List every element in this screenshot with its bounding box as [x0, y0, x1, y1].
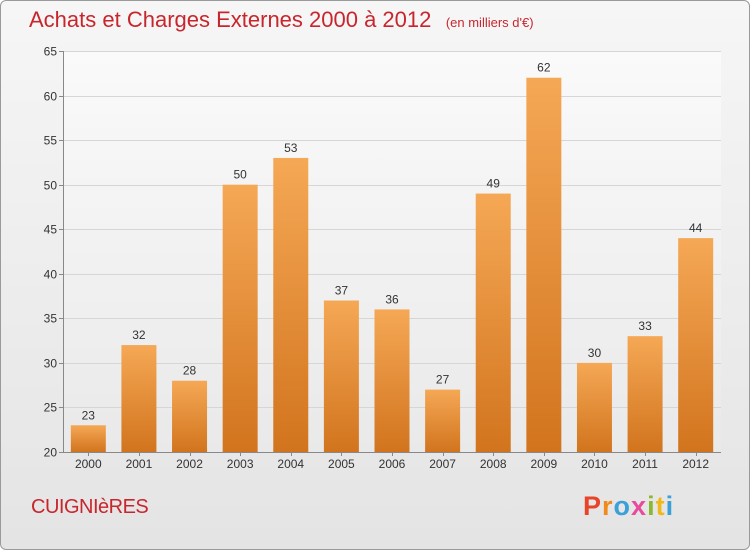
x-tick-label-2009: 2009 [530, 457, 557, 471]
data-label-2003: 50 [233, 168, 247, 182]
bars [70, 77, 714, 453]
y-tick-label: 50 [44, 179, 58, 193]
y-tick-label: 60 [44, 90, 58, 104]
y-axis: 20 25 30 35 40 45 50 55 60 65 [44, 45, 63, 460]
bar-2005 [323, 300, 359, 452]
y-tick-label: 40 [44, 268, 58, 282]
logo-letter: P [583, 491, 603, 521]
bar-2004 [273, 157, 309, 452]
x-tick-label-2005: 2005 [328, 457, 355, 471]
bar-2000 [70, 425, 106, 452]
y-tick-label: 55 [44, 134, 58, 148]
x-tick-label-2012: 2012 [682, 457, 709, 471]
x-tick-label-2006: 2006 [379, 457, 406, 471]
bar-2008 [475, 193, 511, 453]
data-label-2005: 37 [335, 284, 349, 298]
y-tick-label: 25 [44, 401, 58, 415]
logo-letter: o [613, 491, 632, 521]
chart-title: Achats et Charges Externes 2000 à 2012 [29, 7, 432, 32]
x-tick-label-2004: 2004 [277, 457, 304, 471]
logo-letter: t [655, 491, 666, 521]
bar-2007 [425, 389, 461, 452]
data-label-2006: 36 [385, 292, 399, 306]
bar-2001 [121, 345, 157, 452]
logo-letter: i [647, 491, 656, 521]
y-tick-label: 45 [44, 223, 58, 237]
data-label-2001: 32 [132, 328, 146, 342]
bar-2012 [678, 238, 714, 452]
bar-2003 [222, 184, 258, 452]
data-label-2008: 49 [487, 177, 501, 191]
x-tick-label-2002: 2002 [176, 457, 203, 471]
bar-2011 [627, 336, 663, 452]
x-tick-label-2003: 2003 [227, 457, 254, 471]
data-label-2000: 23 [82, 408, 96, 422]
data-label-2010: 30 [588, 346, 602, 360]
data-label-2002: 28 [183, 364, 197, 378]
y-tick-label: 20 [44, 446, 58, 460]
bar-2010 [576, 362, 612, 452]
y-tick-label: 65 [44, 45, 58, 59]
proxiti-logo: Proxiti [583, 491, 674, 522]
x-tick-label-2001: 2001 [126, 457, 153, 471]
logo-letter: r [602, 491, 614, 521]
bar-2006 [374, 309, 410, 452]
logo-letter: i [665, 491, 675, 521]
y-tick-label: 35 [44, 312, 58, 326]
bar-2009 [526, 77, 562, 452]
data-label-2012: 44 [689, 221, 703, 235]
x-tick-label-2000: 2000 [75, 457, 102, 471]
data-label-2009: 62 [537, 61, 551, 75]
x-tick-label-2011: 2011 [632, 457, 658, 471]
x-tick-label-2010: 2010 [581, 457, 608, 471]
bar-2002 [172, 380, 208, 452]
y-tick-label: 30 [44, 357, 58, 371]
data-label-2004: 53 [284, 141, 298, 155]
data-labels: 23 32 28 50 53 37 36 27 49 62 30 33 44 [82, 61, 703, 423]
data-label-2011: 33 [638, 319, 652, 333]
x-axis: 2000 2001 2002 2003 2004 2005 2006 2007 2008 2009… [75, 452, 709, 471]
title-bar: Achats et Charges Externes 2000 à 2012 (… [29, 7, 534, 33]
commune-name: CUIGNIèRES [31, 496, 149, 518]
x-tick-label-2007: 2007 [429, 457, 456, 471]
logo-letter: x [631, 491, 648, 521]
data-label-2007: 27 [436, 373, 450, 387]
chart-subtitle: (en milliers d'€) [445, 15, 534, 30]
x-tick-label-2008: 2008 [480, 457, 507, 471]
